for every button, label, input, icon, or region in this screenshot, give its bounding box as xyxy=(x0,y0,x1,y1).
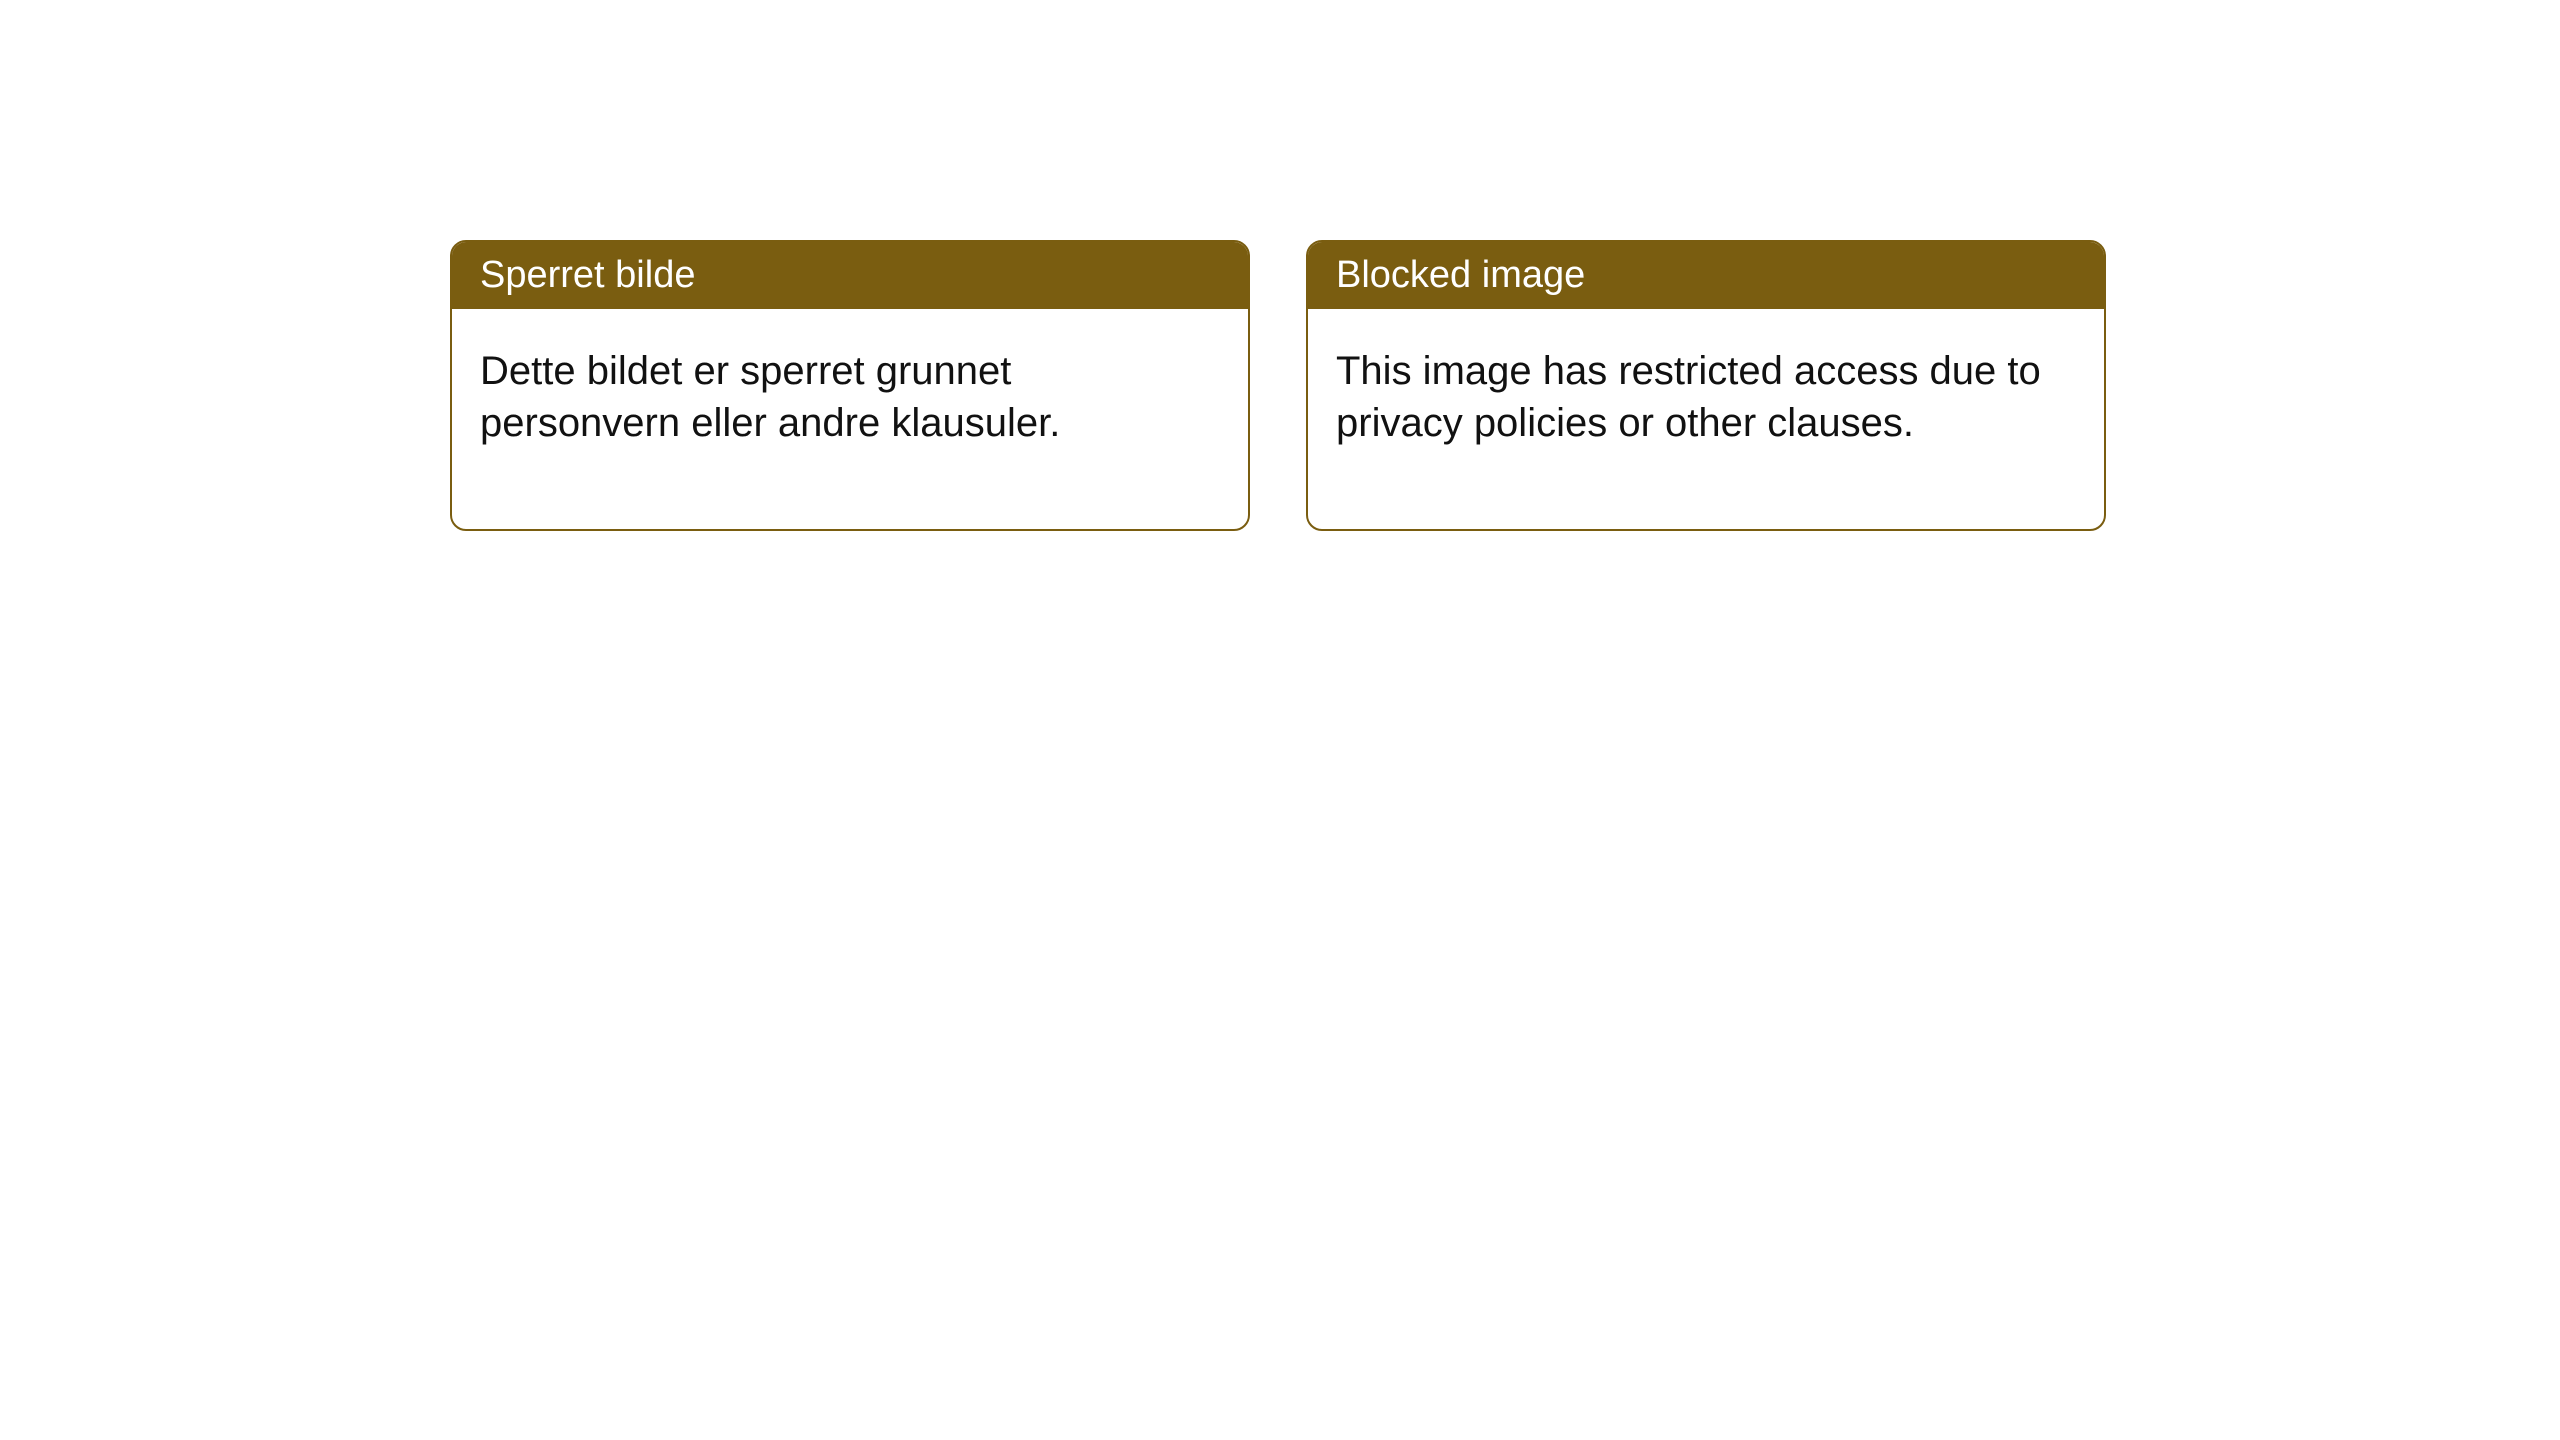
card-body-norwegian: Dette bildet er sperret grunnet personve… xyxy=(452,309,1248,529)
blocked-image-card-norwegian: Sperret bilde Dette bildet er sperret gr… xyxy=(450,240,1250,531)
card-header-norwegian: Sperret bilde xyxy=(452,242,1248,309)
card-header-english: Blocked image xyxy=(1308,242,2104,309)
blocked-image-card-english: Blocked image This image has restricted … xyxy=(1306,240,2106,531)
notice-cards-container: Sperret bilde Dette bildet er sperret gr… xyxy=(0,0,2560,531)
card-body-english: This image has restricted access due to … xyxy=(1308,309,2104,529)
